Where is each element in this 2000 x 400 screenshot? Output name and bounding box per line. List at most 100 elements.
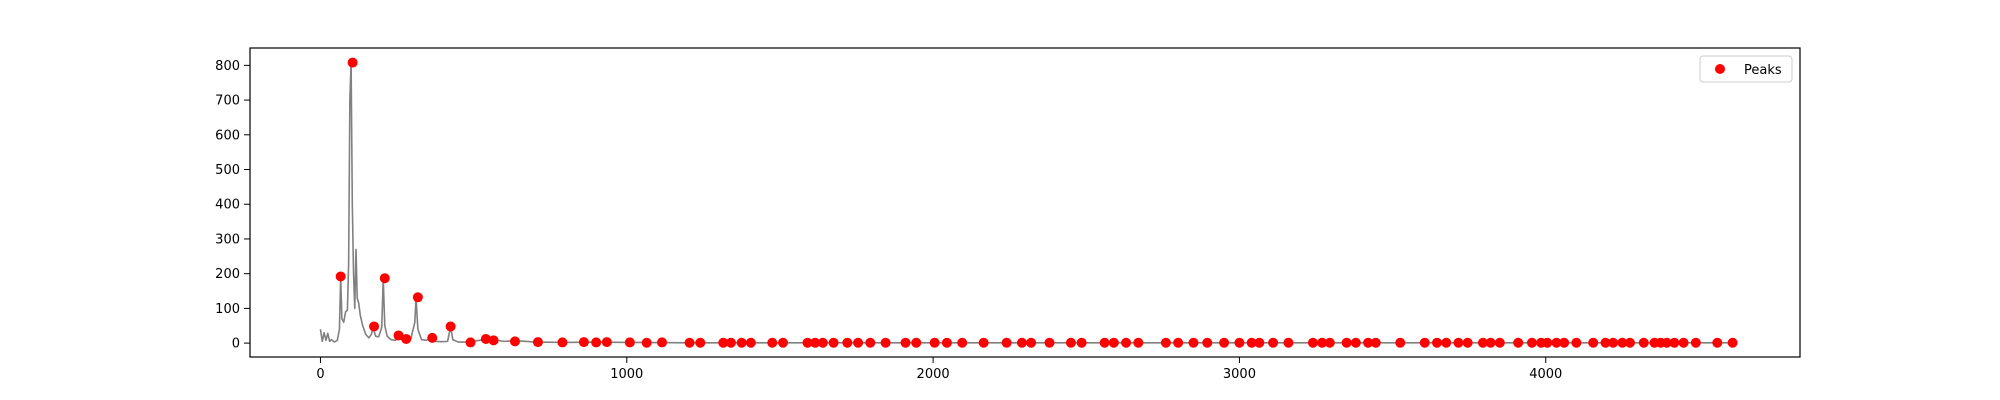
- peak-point: [1188, 337, 1199, 348]
- peak-point: [900, 337, 911, 348]
- peak-point: [718, 337, 729, 348]
- peak-point: [1076, 337, 1087, 348]
- peak-point: [401, 333, 412, 344]
- legend-marker: [1715, 64, 1725, 74]
- peak-point: [1624, 337, 1635, 348]
- peak-point: [1600, 337, 1611, 348]
- x-tick-label: 0: [316, 367, 324, 382]
- peak-point: [695, 337, 706, 348]
- peak-point: [445, 321, 456, 332]
- peak-point: [488, 335, 499, 346]
- peak-point: [957, 337, 968, 348]
- peak-point: [1044, 337, 1055, 348]
- peak-point: [532, 337, 543, 348]
- peak-point: [725, 337, 736, 348]
- peak-point: [828, 337, 839, 348]
- peak-point: [1370, 337, 1381, 348]
- peak-point: [1419, 337, 1430, 348]
- peak-point: [1173, 337, 1184, 348]
- plot-area: [249, 47, 1801, 358]
- y-tick-label: 100: [215, 302, 240, 317]
- peak-point: [1317, 337, 1328, 348]
- y-tick-label: 700: [215, 94, 240, 109]
- peak-point: [1099, 337, 1110, 348]
- peak-point: [929, 337, 940, 348]
- peak-point: [1727, 337, 1738, 348]
- peak-point: [1001, 337, 1012, 348]
- y-axis: 0 100 200 300 400 500 600 700 800: [215, 59, 250, 352]
- peak-point: [1453, 337, 1464, 348]
- x-tick-label: 2000: [917, 367, 950, 382]
- peak-point: [1608, 337, 1619, 348]
- peak-point: [1690, 337, 1701, 348]
- peak-point: [941, 337, 952, 348]
- peak-point: [1324, 337, 1335, 348]
- peak-point: [1246, 337, 1257, 348]
- y-tick-label: 0: [232, 337, 240, 352]
- peak-point: [1638, 337, 1649, 348]
- peak-point: [865, 337, 876, 348]
- peak-point: [1065, 337, 1076, 348]
- plot-frame: [249, 47, 1801, 358]
- peak-point: [810, 337, 821, 348]
- peak-point: [817, 337, 828, 348]
- x-tick-label: 1000: [610, 367, 643, 382]
- x-tick-label: 4000: [1529, 367, 1562, 382]
- peak-point: [684, 337, 695, 348]
- peak-point: [1542, 337, 1553, 348]
- peak-point: [778, 337, 788, 348]
- peak-point: [1551, 337, 1562, 348]
- peak-point: [853, 337, 864, 348]
- y-tick-label: 400: [215, 198, 240, 213]
- x-axis: 0 1000 2000 3000 4000: [316, 357, 1562, 382]
- peaks-series: [335, 57, 1738, 348]
- peak-point: [657, 337, 668, 348]
- peak-point: [1160, 337, 1171, 348]
- peak-point: [335, 271, 346, 282]
- peak-point: [911, 337, 922, 348]
- peak-point: [1219, 337, 1230, 348]
- peak-point: [1678, 337, 1689, 348]
- peak-point: [736, 337, 747, 348]
- peak-point: [1559, 337, 1570, 348]
- peak-point: [745, 337, 756, 348]
- y-tick-label: 200: [215, 267, 240, 282]
- peak-point: [1669, 337, 1680, 348]
- peak-point: [1234, 337, 1245, 348]
- y-tick-label: 500: [215, 163, 240, 178]
- legend-box: [1699, 55, 1793, 83]
- peak-point: [842, 337, 853, 348]
- peak-point: [1477, 337, 1488, 348]
- peak-point: [1307, 337, 1318, 348]
- peak-point: [427, 332, 438, 343]
- peak-point: [1485, 337, 1496, 348]
- peak-point: [1462, 337, 1473, 348]
- peak-point: [1432, 337, 1443, 348]
- peak-point: [601, 337, 612, 348]
- peak-point: [1588, 337, 1599, 348]
- x-tick-label: 3000: [1223, 367, 1256, 382]
- peak-point: [767, 337, 778, 348]
- peak-point: [465, 337, 476, 348]
- peak-point: [1513, 337, 1524, 348]
- peak-point: [1202, 337, 1213, 348]
- peak-point: [1363, 337, 1374, 348]
- peak-point: [1121, 337, 1132, 348]
- y-tick-label: 800: [215, 59, 240, 74]
- peak-point: [1268, 337, 1279, 348]
- peak-point: [393, 330, 404, 341]
- peak-point: [578, 337, 589, 348]
- peak-point: [978, 337, 989, 348]
- peak-point: [1341, 337, 1352, 348]
- peak-point: [1016, 337, 1027, 348]
- peak-point: [379, 273, 390, 284]
- peak-point: [1395, 337, 1406, 348]
- peak-point: [1254, 337, 1265, 348]
- data-layer: [319, 57, 1738, 348]
- peak-point: [412, 292, 423, 303]
- peak-point: [509, 336, 520, 347]
- peak-point: [1617, 337, 1628, 348]
- legend: Peaks: [1699, 55, 1793, 83]
- peak-point: [1350, 337, 1361, 348]
